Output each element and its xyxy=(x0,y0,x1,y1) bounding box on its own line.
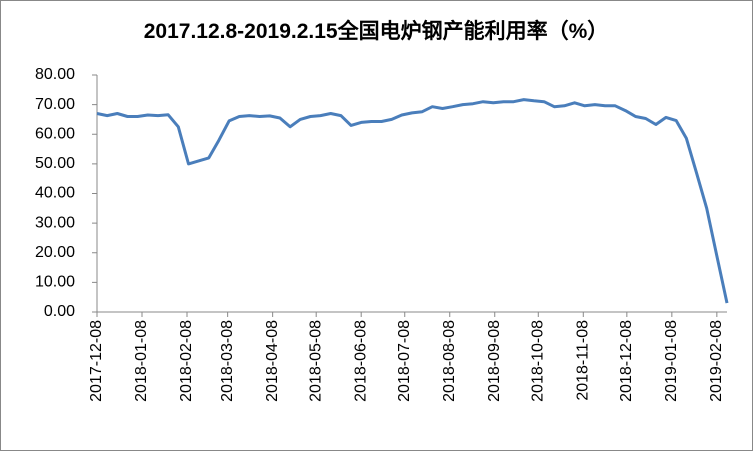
x-tick-label: 2017-12-08 xyxy=(88,320,105,402)
x-tick-label: 2018-04-08 xyxy=(264,320,281,402)
x-tick-label: 2018-10-08 xyxy=(530,320,547,402)
y-tick-label: 30.00 xyxy=(35,214,75,231)
x-tick-label: 2019-02-08 xyxy=(708,320,725,402)
y-tick-label: 40.00 xyxy=(35,185,75,202)
y-tick-label: 10.00 xyxy=(35,274,75,291)
chart-title: 2017.12.8-2019.2.15全国电炉钢产能利用率（%） xyxy=(144,19,609,43)
x-tick-label: 2018-05-08 xyxy=(307,320,324,402)
x-tick-label: 2018-12-08 xyxy=(618,320,635,402)
x-tick-label: 2018-11-08 xyxy=(575,320,592,401)
y-tick-label: 50.00 xyxy=(35,155,75,172)
x-tick-label: 2018-01-08 xyxy=(133,320,150,402)
x-tick-label: 2019-01-08 xyxy=(663,320,680,402)
x-tick-label: 2018-08-08 xyxy=(441,320,458,402)
y-tick-label: 60.00 xyxy=(35,125,75,142)
line-series xyxy=(96,98,729,304)
x-tick-label: 2018-07-08 xyxy=(396,320,413,402)
x-tick-label: 2018-02-08 xyxy=(178,320,195,402)
y-tick-label: 20.00 xyxy=(35,244,75,261)
y-tick-label: 0.00 xyxy=(44,303,75,320)
x-tick-label: 2018-06-08 xyxy=(352,320,369,402)
x-tick-label: 2018-03-08 xyxy=(219,320,236,402)
y-tick-label: 70.00 xyxy=(35,96,75,113)
y-tick-label: 80.00 xyxy=(35,66,75,83)
x-tick-label: 2018-09-08 xyxy=(486,320,503,402)
